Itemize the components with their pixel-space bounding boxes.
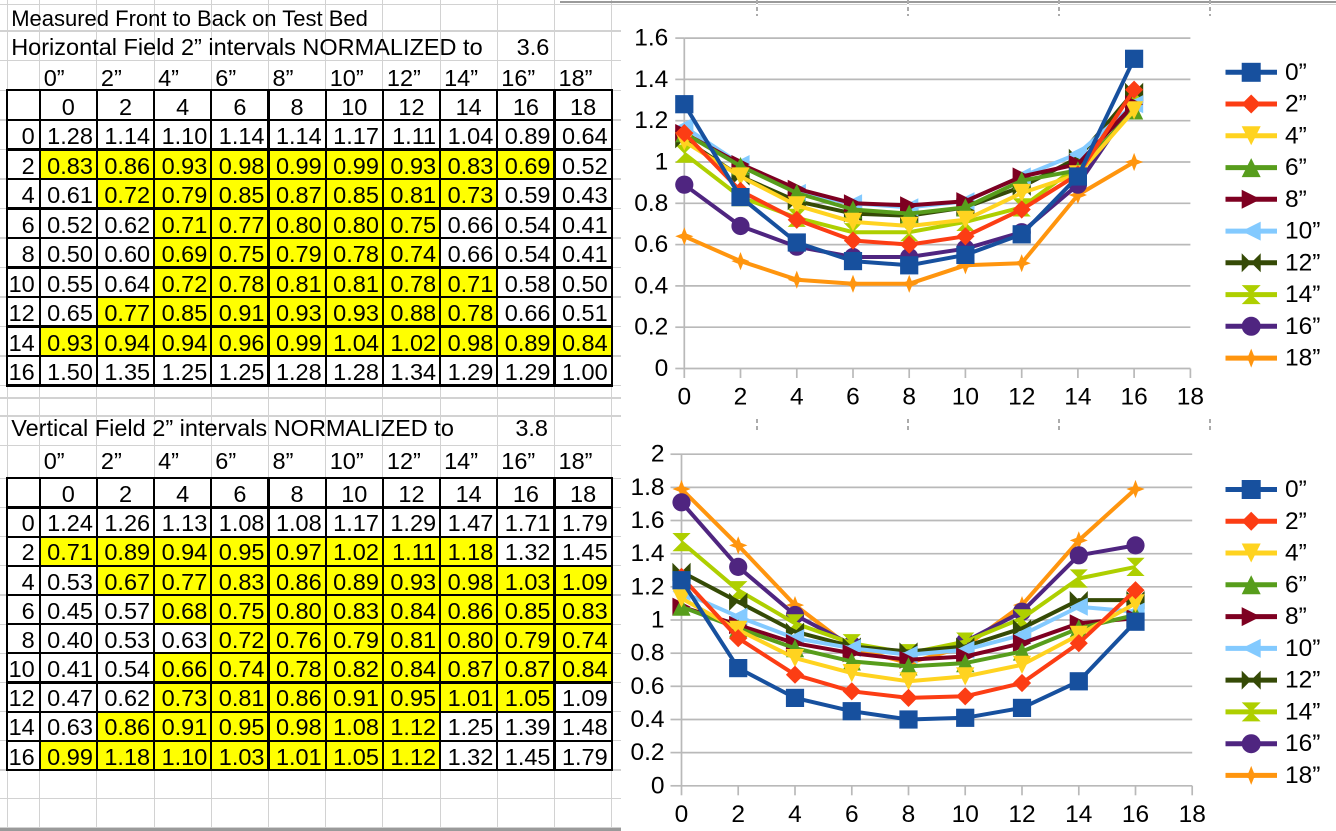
- svg-text:8”: 8”: [1285, 185, 1307, 212]
- svg-text:0.2: 0.2: [634, 313, 668, 340]
- svg-text:4: 4: [788, 801, 802, 828]
- svg-text:0.8: 0.8: [630, 640, 664, 667]
- svg-text:14: 14: [1065, 801, 1092, 828]
- svg-text:6: 6: [846, 383, 860, 410]
- svg-text:6”: 6”: [1285, 571, 1307, 598]
- svg-text:0: 0: [675, 801, 689, 828]
- svg-text:6”: 6”: [1285, 154, 1307, 181]
- svg-text:0.8: 0.8: [634, 189, 668, 216]
- svg-text:2: 2: [731, 801, 745, 828]
- svg-text:6: 6: [845, 801, 859, 828]
- svg-text:12”: 12”: [1285, 667, 1320, 694]
- svg-text:8: 8: [902, 801, 916, 828]
- svg-text:2”: 2”: [1285, 90, 1307, 117]
- svg-text:1.4: 1.4: [634, 65, 668, 92]
- svg-text:8: 8: [902, 383, 916, 410]
- svg-text:18”: 18”: [1285, 762, 1320, 789]
- svg-text:1: 1: [651, 607, 665, 634]
- svg-text:14”: 14”: [1285, 698, 1320, 725]
- svg-text:0”: 0”: [1285, 58, 1307, 85]
- svg-text:1.8: 1.8: [630, 474, 664, 501]
- svg-text:12: 12: [1008, 801, 1035, 828]
- svg-text:10”: 10”: [1285, 635, 1320, 662]
- svg-text:14”: 14”: [1285, 281, 1320, 308]
- svg-text:18: 18: [1177, 383, 1204, 410]
- svg-text:10: 10: [952, 383, 979, 410]
- svg-text:1.2: 1.2: [630, 573, 664, 600]
- svg-text:0.4: 0.4: [630, 706, 664, 733]
- svg-text:12”: 12”: [1285, 249, 1320, 276]
- svg-text:16: 16: [1120, 383, 1147, 410]
- svg-text:4”: 4”: [1285, 540, 1307, 567]
- svg-text:12: 12: [1008, 383, 1035, 410]
- svg-text:16”: 16”: [1285, 730, 1320, 757]
- svg-text:0: 0: [651, 772, 665, 799]
- svg-text:2: 2: [734, 383, 748, 410]
- svg-text:18”: 18”: [1285, 344, 1320, 371]
- svg-text:0.4: 0.4: [634, 272, 668, 299]
- svg-text:1.2: 1.2: [634, 107, 668, 134]
- svg-text:16”: 16”: [1285, 312, 1320, 339]
- svg-text:1.6: 1.6: [630, 507, 664, 534]
- svg-text:0”: 0”: [1285, 476, 1307, 503]
- svg-text:1.6: 1.6: [634, 24, 668, 51]
- svg-text:0: 0: [677, 383, 691, 410]
- svg-text:0.2: 0.2: [630, 739, 664, 766]
- svg-text:0.6: 0.6: [630, 673, 664, 700]
- svg-text:0.6: 0.6: [634, 231, 668, 258]
- svg-text:10: 10: [952, 801, 979, 828]
- svg-text:2”: 2”: [1285, 508, 1307, 535]
- svg-text:2: 2: [651, 441, 665, 468]
- svg-text:1: 1: [655, 148, 669, 175]
- svg-text:18: 18: [1179, 801, 1206, 828]
- svg-text:16: 16: [1122, 801, 1149, 828]
- svg-text:4: 4: [790, 383, 804, 410]
- svg-text:4”: 4”: [1285, 122, 1307, 149]
- svg-text:14: 14: [1064, 383, 1091, 410]
- svg-text:1.4: 1.4: [630, 540, 664, 567]
- svg-text:0: 0: [655, 355, 669, 382]
- svg-text:8”: 8”: [1285, 603, 1307, 630]
- svg-text:10”: 10”: [1285, 217, 1320, 244]
